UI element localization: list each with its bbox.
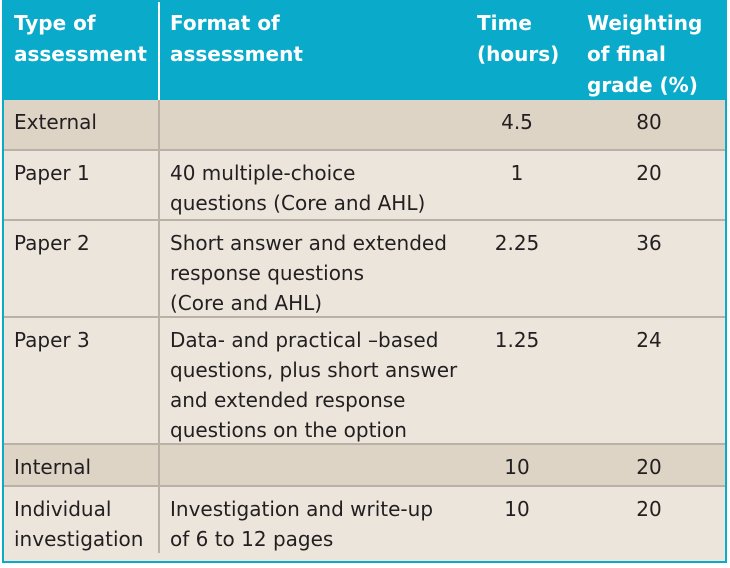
cell-format: Investigation and write-up of 6 to 12 pa… (160, 487, 467, 553)
header-text-line: Time (477, 11, 532, 35)
cell-weighting: 20 (577, 151, 725, 221)
cell-text-line: investigation (14, 527, 144, 551)
cell-time: 4.5 (467, 100, 577, 151)
cell-text-line: of 6 to 12 pages (170, 527, 334, 551)
cell-weighting: 20 (577, 445, 725, 487)
header-text-line: (hours) (477, 42, 560, 66)
header-text-line: assessment (170, 42, 303, 66)
cell-text-line: response questions (170, 261, 365, 285)
cell-text-line: Paper 2 (14, 231, 90, 255)
cell-weighting: 36 (577, 221, 725, 318)
cell-time: 10 (467, 445, 577, 487)
cell-type: Individual investigation (4, 487, 160, 553)
cell-type: External (4, 100, 160, 151)
cell-text-line: Investigation and write-up (170, 497, 434, 521)
cell-text-line: Data- and practical –based (170, 328, 439, 352)
cell-text-line: (Core and AHL) (170, 291, 323, 315)
header-text-line: Format of (170, 11, 280, 35)
cell-text-line: Short answer and extended (170, 231, 447, 255)
header-format-of-assessment: Format of assessment (160, 2, 467, 100)
cell-weighting: 24 (577, 318, 725, 445)
cell-format: Short answer and extended response quest… (160, 221, 467, 318)
cell-text-line: External (14, 110, 97, 134)
cell-format (160, 100, 467, 151)
cell-text-line: and extended response (170, 388, 406, 412)
header-type-of-assessment: Type of assessment (4, 2, 160, 100)
cell-type: Paper 3 (4, 318, 160, 445)
cell-text-line: questions (Core and AHL) (170, 191, 426, 215)
header-weighting: Weighting of final grade (%) (577, 2, 725, 100)
cell-type: Paper 2 (4, 221, 160, 318)
cell-format (160, 445, 467, 487)
cell-text-line: Paper 1 (14, 161, 90, 185)
header-text-line: Type of (14, 11, 96, 35)
cell-text-line: 40 multiple-choice (170, 161, 356, 185)
header-time-hours: Time (hours) (467, 2, 577, 100)
cell-time: 10 (504, 497, 530, 521)
cell-time: 1 (467, 151, 577, 221)
cell-weighting: 80 (577, 100, 725, 151)
header-text-line: assessment (14, 42, 147, 66)
cell-type: Paper 1 (4, 151, 160, 221)
cell-time: 2.25 (467, 221, 577, 318)
cell-format: 40 multiple-choice questions (Core and A… (160, 151, 467, 221)
cell-text-line: Individual (14, 497, 112, 521)
cell-time: 1.25 (467, 318, 577, 445)
header-text-line: grade (%) (587, 73, 698, 97)
header-text-line: of final (587, 42, 666, 66)
cell-text-line: questions, plus short answer (170, 358, 458, 382)
header-text-line: Weighting (587, 11, 703, 35)
cell-weighting: 20 (636, 497, 662, 521)
cell-text-line: Internal (14, 455, 92, 479)
cell-text-line: questions on the option (170, 418, 407, 442)
cell-text-line: Paper 3 (14, 328, 90, 352)
cell-format: Data- and practical –based questions, pl… (160, 318, 467, 445)
cell-type: Internal (4, 445, 160, 487)
